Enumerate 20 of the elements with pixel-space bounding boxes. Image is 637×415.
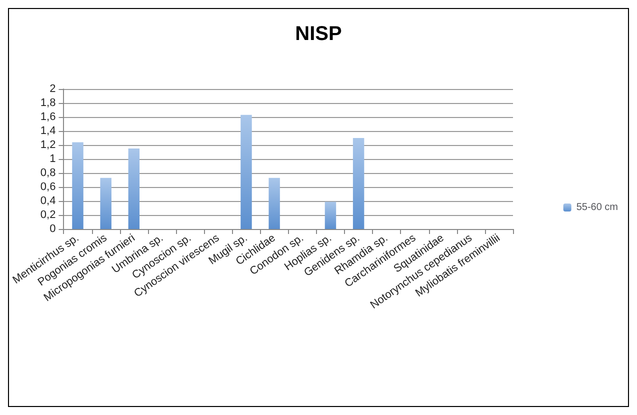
- y-tick-label: 0,6: [40, 181, 56, 193]
- bar: [128, 148, 140, 229]
- bar: [268, 178, 280, 229]
- y-tick-label: 1,2: [40, 139, 56, 151]
- y-tick-label: 1,4: [40, 125, 56, 137]
- bar: [72, 142, 84, 229]
- y-tick-label: 1,6: [40, 111, 56, 123]
- bar: [240, 114, 252, 229]
- chart-title: NISP: [295, 23, 342, 45]
- y-tick-label: 0,2: [40, 209, 56, 221]
- bar: [352, 138, 364, 229]
- y-tick-label: 1: [50, 153, 56, 165]
- bar: [324, 202, 336, 229]
- bar: [100, 178, 112, 229]
- legend-label: 55-60 cm: [576, 202, 618, 213]
- y-tick-label: 2: [50, 83, 56, 95]
- y-tick-label: 1,8: [40, 97, 56, 109]
- y-tick-label: 0: [50, 223, 56, 235]
- y-tick-label: 0,8: [40, 167, 56, 179]
- y-tick-label: 0,4: [40, 195, 56, 207]
